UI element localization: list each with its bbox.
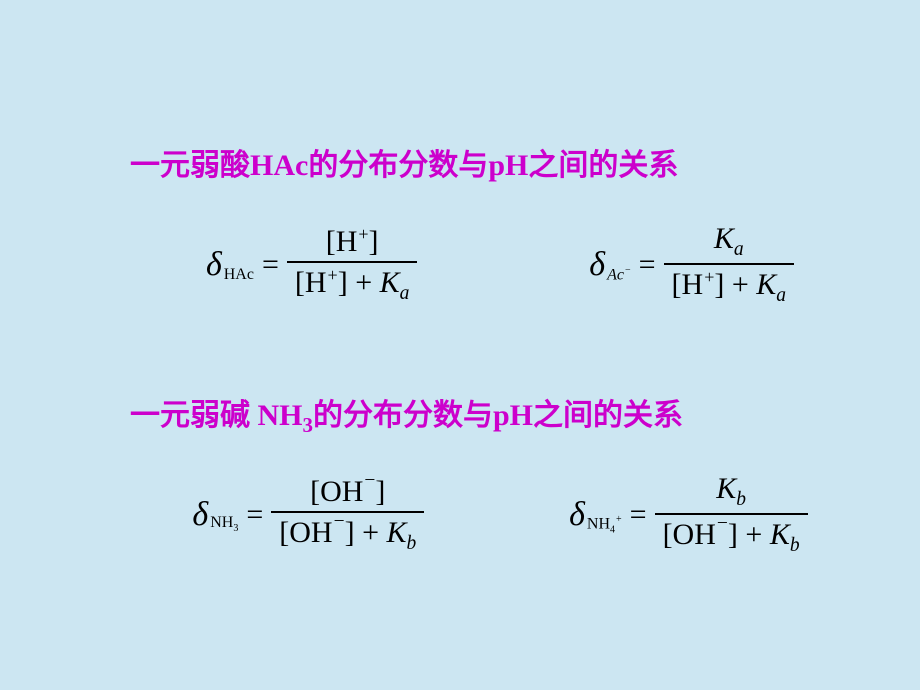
numerator: [H+]	[318, 222, 387, 261]
equation-row-acid: δ HAc = [H+] [H+] + Ka δ Ac− = Ka	[120, 220, 880, 309]
equation-delta-ac-minus: δ Ac− = Ka [H+] + Ka	[589, 220, 794, 309]
numerator: [OH−]	[302, 472, 393, 511]
fraction-nh4-plus: Kb [OH−] + Kb	[655, 470, 808, 559]
fraction-ac-minus: Ka [H+] + Ka	[664, 220, 795, 309]
heading-acid: 一元弱酸HAc的分布分数与pH之间的关系	[130, 140, 678, 184]
equals-sign: =	[246, 498, 263, 532]
subscript-ac-minus: Ac−	[607, 265, 631, 284]
denominator: [H+] + Ka	[664, 265, 795, 309]
heading-acid-species: HAc	[250, 149, 308, 182]
equals-sign: =	[639, 248, 656, 282]
delta-symbol: δ	[206, 246, 222, 284]
equation-row-base: δ NH3 = [OH−] [OH−] + Kb δ NH4+ = Kb	[120, 470, 880, 559]
subscript-hac: HAc	[224, 266, 254, 284]
heading-base-suffix: 的分布分数与pH之间的关系	[313, 399, 683, 432]
equals-sign: =	[630, 498, 647, 532]
equals-sign: =	[262, 248, 279, 282]
numerator: Kb	[708, 470, 754, 513]
heading-base-species: NH3	[258, 399, 314, 432]
fraction-hac: [H+] [H+] + Ka	[287, 222, 418, 307]
heading-acid-suffix: 的分布分数与pH之间的关系	[308, 149, 678, 182]
denominator: [H+] + Ka	[287, 263, 418, 307]
equation-delta-nh4-plus: δ NH4+ = Kb [OH−] + Kb	[569, 470, 808, 559]
delta-symbol: δ	[589, 246, 605, 284]
delta-symbol: δ	[569, 496, 585, 534]
numerator: Ka	[706, 220, 752, 263]
fraction-nh3: [OH−] [OH−] + Kb	[271, 472, 424, 557]
subscript-nh3: NH3	[210, 514, 238, 534]
delta-symbol: δ	[192, 496, 208, 534]
denominator: [OH−] + Kb	[271, 513, 424, 557]
heading-base: 一元弱碱 NH3的分布分数与pH之间的关系	[130, 390, 683, 438]
denominator: [OH−] + Kb	[655, 515, 808, 559]
slide: 一元弱酸HAc的分布分数与pH之间的关系 δ HAc = [H+] [H+] +…	[0, 0, 920, 690]
heading-base-prefix: 一元弱碱	[130, 399, 258, 432]
equation-delta-nh3: δ NH3 = [OH−] [OH−] + Kb	[192, 472, 424, 557]
subscript-nh4-plus: NH4+	[587, 514, 622, 536]
heading-acid-prefix: 一元弱酸	[130, 149, 250, 182]
equation-delta-hac: δ HAc = [H+] [H+] + Ka	[206, 222, 417, 307]
